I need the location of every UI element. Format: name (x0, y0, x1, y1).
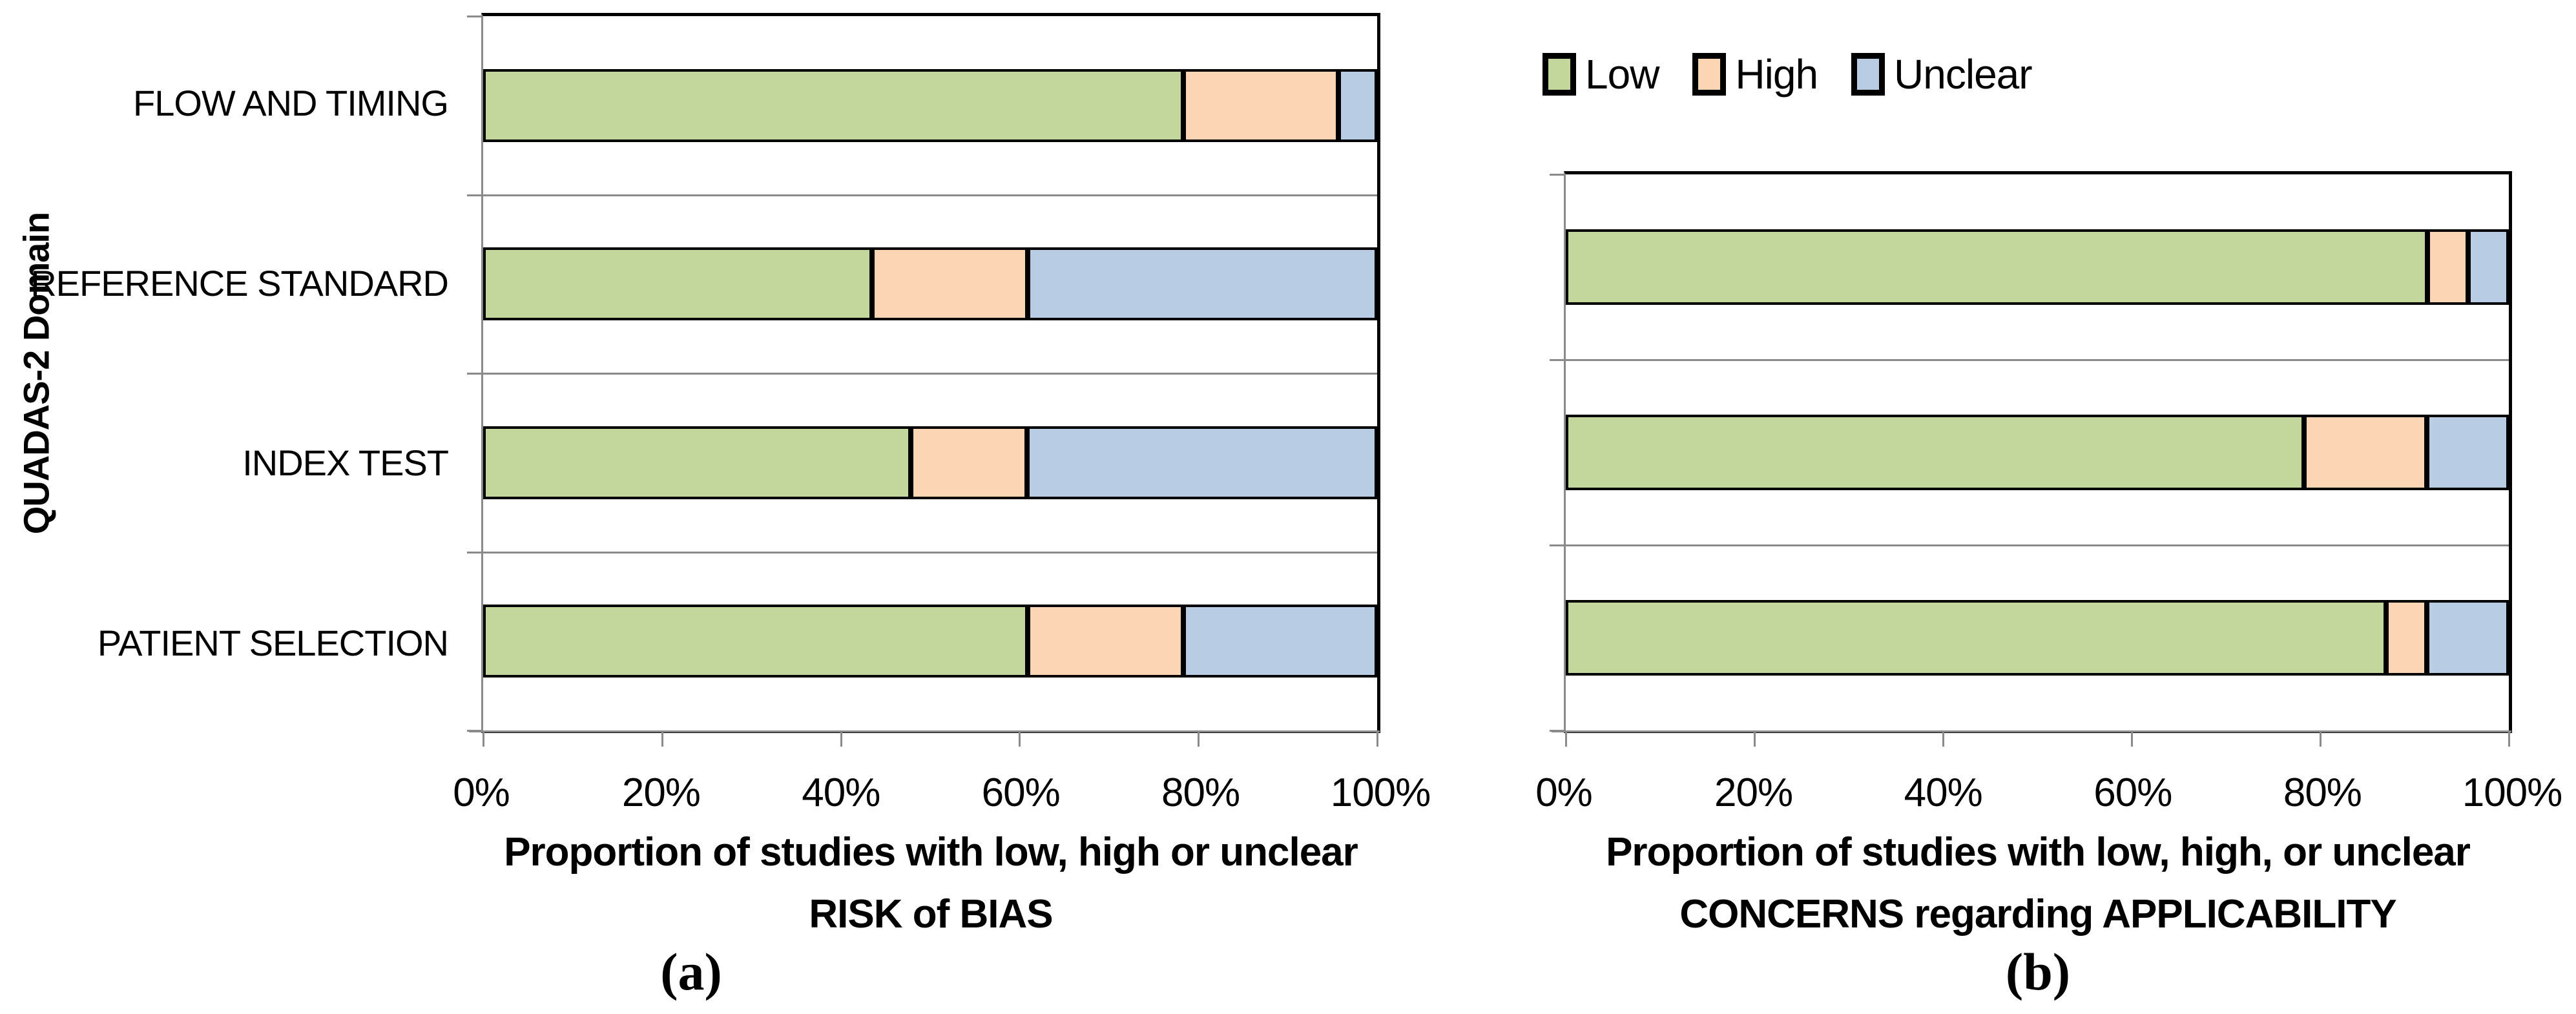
x-axis-title-a: Proportion of studies with low, high or … (455, 822, 1406, 946)
plot-area-b (1550, 171, 2512, 747)
x-axis-tick (1019, 732, 1021, 747)
y-axis-tick (467, 373, 481, 375)
legend-swatch-high (1692, 53, 1727, 96)
legend: Low High Unclear (1542, 50, 2033, 98)
stacked-bar (1566, 599, 2509, 676)
x-tick-label: 40% (802, 771, 880, 815)
x-axis-title-b-line1: Proportion of studies with low, high, or… (1606, 830, 2471, 874)
bar-segment-unclear (2468, 229, 2509, 305)
x-tick-label: 20% (621, 771, 701, 815)
bar-segment-low (1566, 414, 2305, 491)
category-label: INDEX TEST (242, 442, 449, 484)
bar-segment-unclear (1183, 605, 1377, 678)
x-tick-label: 0% (453, 771, 510, 815)
x-axis-tick (2131, 732, 2133, 747)
stacked-bar (1566, 229, 2509, 305)
caption-b: (b) (2005, 942, 2071, 1001)
bar-segment-unclear (1027, 247, 1377, 321)
x-axis-title-a-line1: Proportion of studies with low, high or … (504, 830, 1358, 874)
x-tick-label: 100% (1330, 771, 1431, 815)
bar-segment-low (483, 426, 911, 499)
x-axis-tick (1198, 732, 1200, 747)
bar-segment-unclear (2426, 414, 2509, 491)
legend-label-low: Low (1585, 51, 1659, 98)
bar-segment-low (1566, 599, 2387, 676)
legend-item-high: High (1692, 50, 1818, 98)
legend-label-high: High (1735, 51, 1818, 98)
x-tick-labels-b: 0% 20% 40% 60% 80% 100% (1535, 770, 2562, 815)
x-axis-tick (2508, 732, 2510, 747)
bar-segment-high (2304, 414, 2427, 491)
bar-segment-low (1566, 229, 2428, 305)
category-gridline (483, 551, 1377, 554)
x-axis-title-b: Proportion of studies with low, high, or… (1538, 822, 2538, 946)
x-tick-label: 40% (1904, 771, 1983, 815)
x-axis-tick (1754, 732, 1756, 747)
x-tick-label: 100% (2462, 771, 2563, 815)
x-axis-tick (1942, 732, 1944, 747)
stacked-bar (483, 426, 1377, 499)
x-tick-label: 80% (1161, 771, 1240, 815)
x-tick-label: 80% (2283, 771, 2362, 815)
category-label: FLOW AND TIMING (133, 82, 449, 123)
bar-segment-low (483, 605, 1028, 678)
caption-a: (a) (660, 942, 722, 1001)
category-gridline (483, 373, 1377, 375)
x-axis-title-b-line2: CONCERNS regarding APPLICABILITY (1679, 892, 2396, 936)
stacked-bar (483, 605, 1377, 678)
x-axis-line (469, 730, 1380, 732)
legend-swatch-unclear (1851, 53, 1885, 96)
x-axis-tick (2320, 732, 2322, 747)
stacked-bar (483, 247, 1377, 321)
x-axis-tick (661, 732, 663, 747)
y-axis-tick (467, 16, 481, 17)
plot-area-a (467, 13, 1380, 747)
bar-segment-high (1183, 68, 1339, 142)
bar-segment-unclear (1027, 426, 1377, 499)
x-axis-tick (483, 732, 484, 747)
bar-segment-high (872, 247, 1028, 321)
x-axis-tick (840, 732, 842, 747)
category-gridline (1566, 544, 2509, 546)
bar-segment-high (1027, 605, 1183, 678)
x-axis-tick (1565, 732, 1567, 747)
category-labels: FLOW AND TIMING REFERENCE STANDARD INDEX T… (30, 13, 465, 733)
stacked-bar (483, 68, 1377, 142)
y-axis-tick (467, 194, 481, 196)
bar-segment-low (483, 68, 1183, 142)
x-axis-line (1552, 730, 2511, 732)
legend-item-unclear: Unclear (1851, 50, 2033, 98)
x-tick-label: 20% (1714, 771, 1793, 815)
y-axis-tick (467, 551, 481, 554)
category-gridline (483, 194, 1377, 196)
bar-segment-low (483, 247, 873, 321)
legend-label-unclear: Unclear (1894, 51, 2033, 98)
bar-segment-high (2427, 229, 2469, 305)
x-tick-label: 60% (981, 771, 1061, 815)
y-axis-tick (1550, 174, 1564, 176)
x-axis-title-a-line2: RISK of BIAS (809, 892, 1053, 936)
y-axis-tick (1550, 544, 1564, 546)
category-label: PATIENT SELECTION (97, 623, 449, 664)
x-tick-labels-a: 0% 20% 40% 60% 80% 100% (453, 770, 1431, 815)
legend-swatch-low (1542, 53, 1576, 96)
bar-segment-unclear (2426, 599, 2509, 676)
legend-item-low: Low (1542, 50, 1659, 98)
y-axis-tick (1550, 358, 1564, 361)
bar-segment-high (911, 426, 1028, 499)
x-axis-tick (1376, 732, 1378, 747)
stacked-bar (1566, 414, 2509, 491)
x-tick-label: 60% (2093, 771, 2172, 815)
x-tick-label: 0% (1535, 771, 1593, 815)
category-label: REFERENCE STANDARD (30, 262, 449, 304)
category-gridline (1566, 358, 2509, 361)
bar-segment-high (2386, 599, 2427, 676)
bar-segment-unclear (1338, 68, 1377, 142)
